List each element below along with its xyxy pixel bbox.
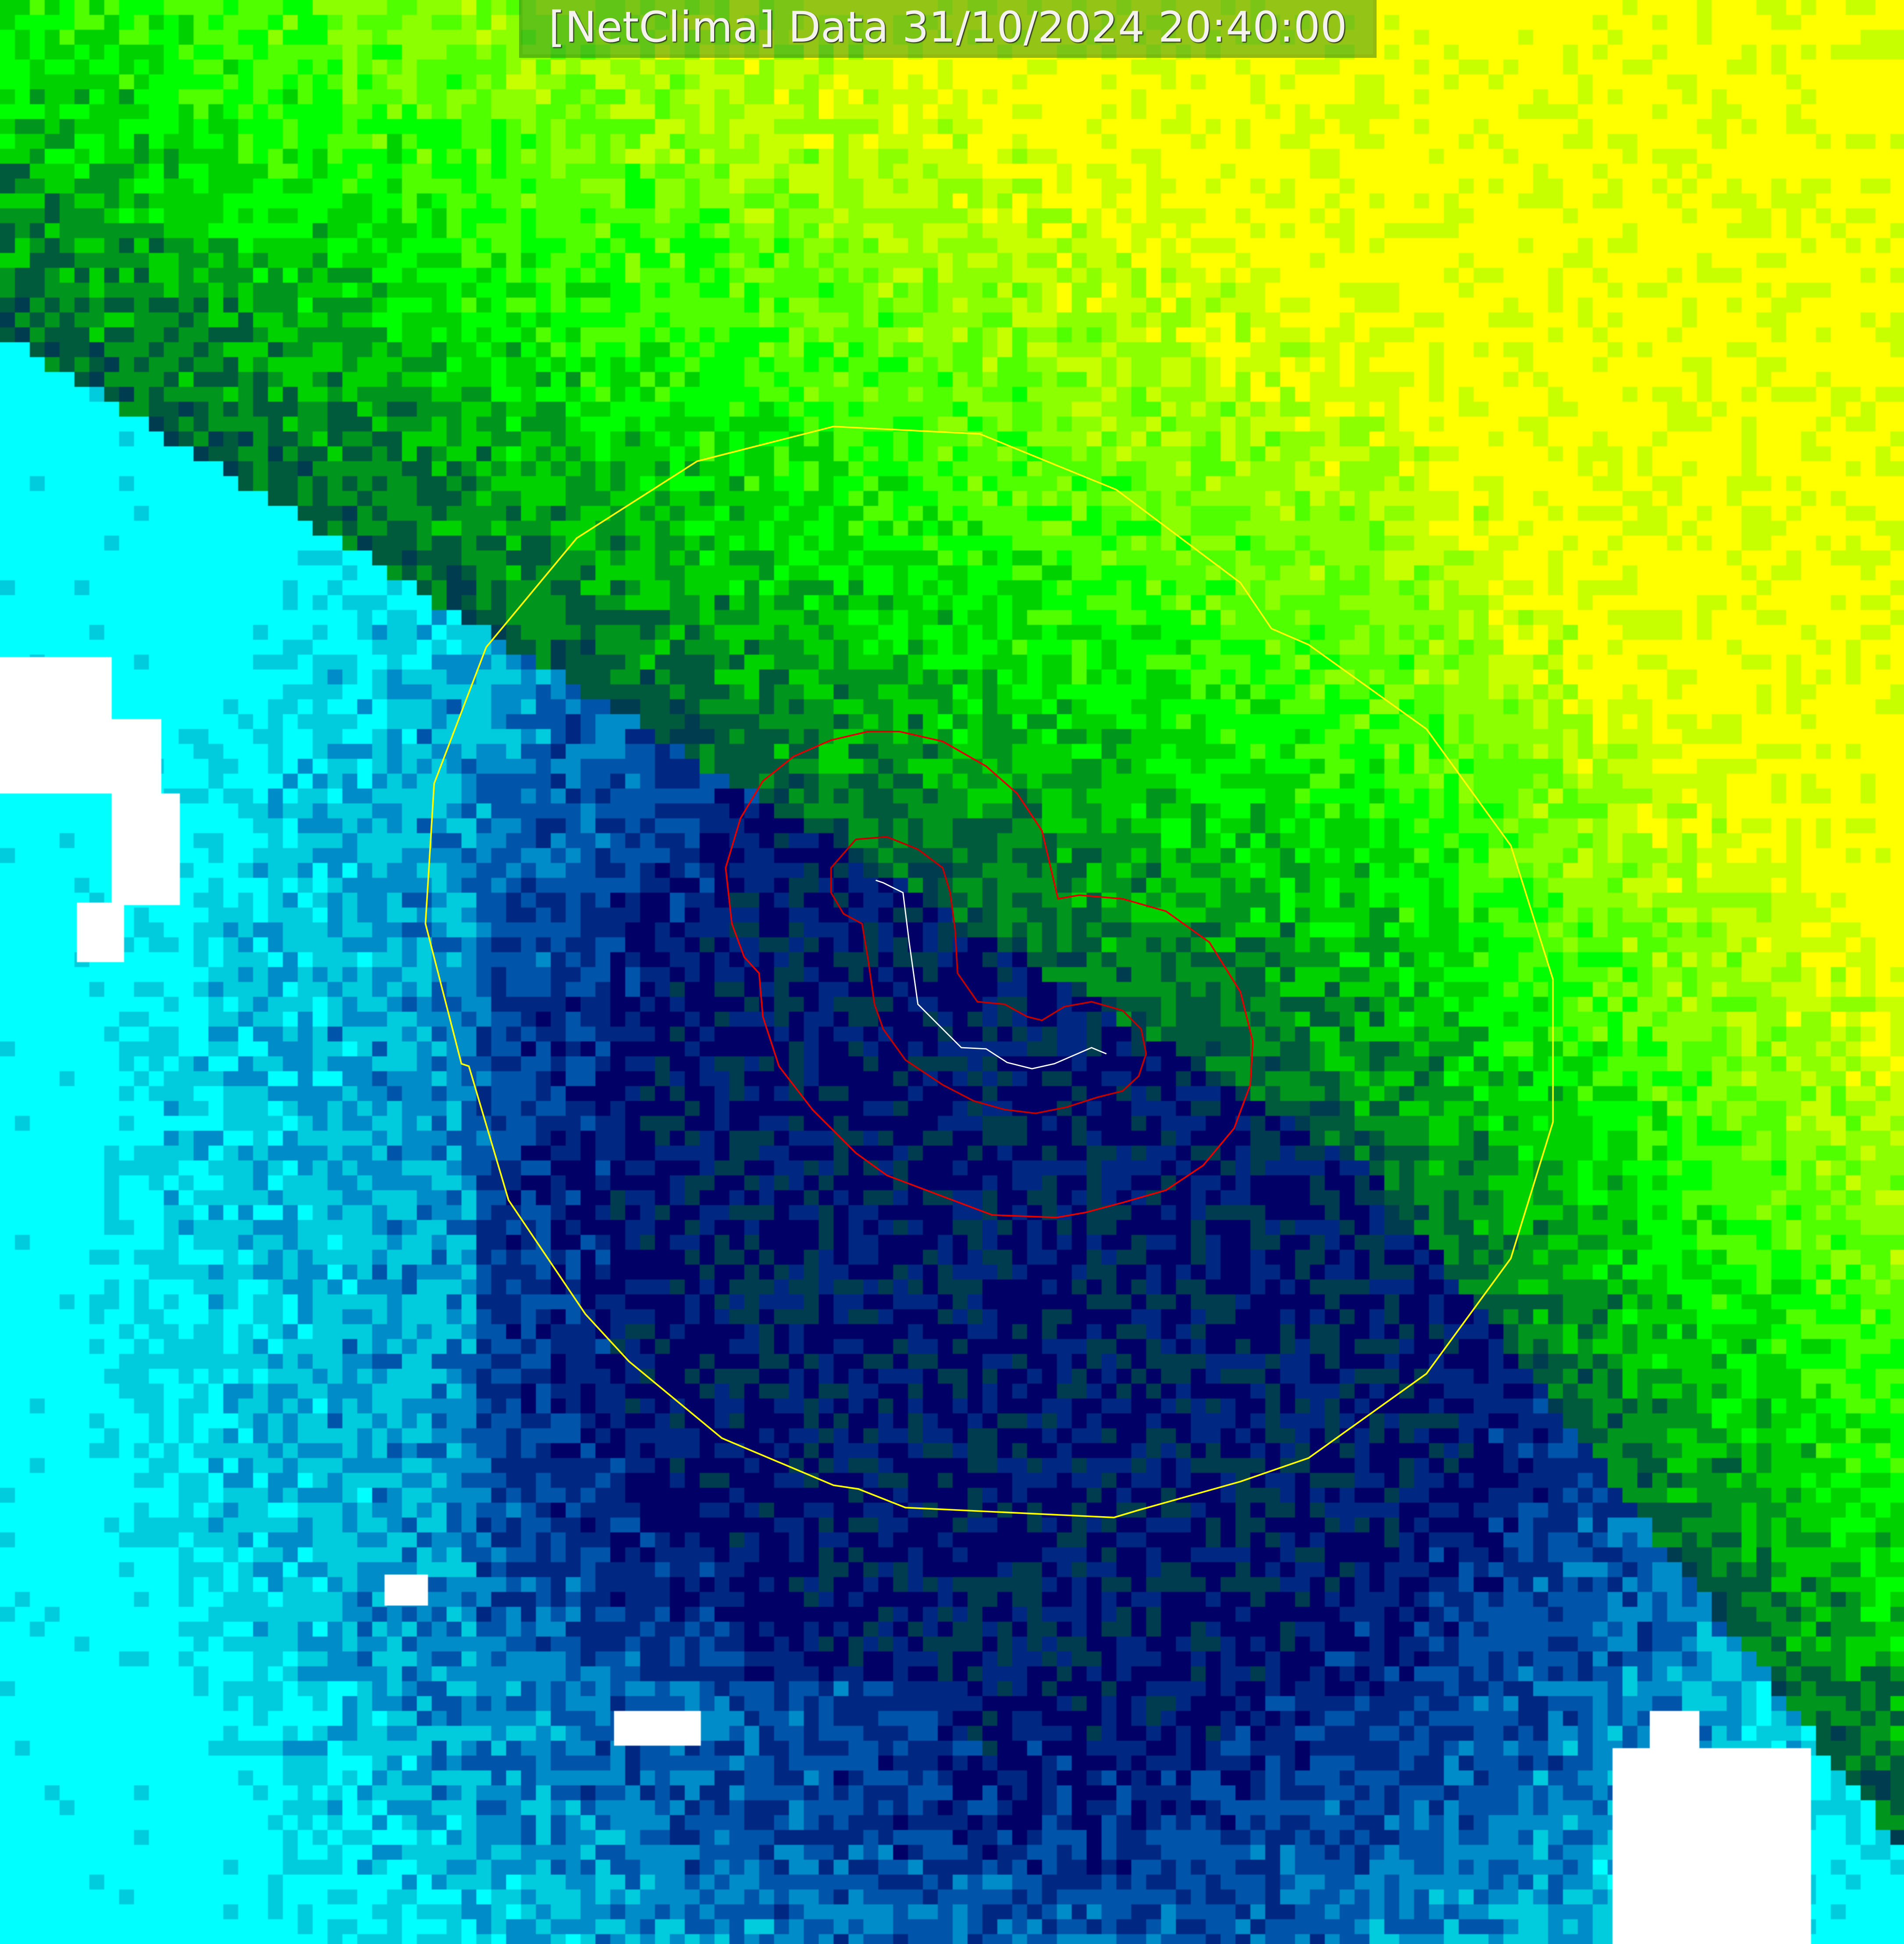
red-contour-inner [830, 836, 1147, 1114]
red-contour-outer [725, 730, 1254, 1219]
yellow-contour [424, 426, 1554, 1518]
storm-track [875, 879, 1107, 1070]
title-text: [NetClima] Data 31/10/2024 20:40:00 [548, 3, 1347, 52]
title-banner: [NetClima] Data 31/10/2024 20:40:00 [523, 0, 1373, 54]
